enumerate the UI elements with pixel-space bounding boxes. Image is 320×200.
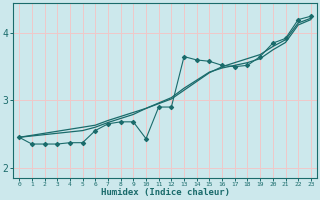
Point bbox=[283, 37, 288, 40]
Point bbox=[220, 64, 225, 67]
Point bbox=[296, 18, 301, 21]
Point bbox=[181, 55, 187, 58]
Point bbox=[42, 142, 47, 146]
Point bbox=[80, 141, 85, 144]
Point bbox=[17, 136, 22, 139]
Point bbox=[131, 120, 136, 123]
Point bbox=[67, 141, 72, 144]
Point bbox=[245, 64, 250, 67]
Point bbox=[93, 129, 98, 132]
Point bbox=[207, 60, 212, 63]
Point bbox=[143, 137, 148, 140]
Point bbox=[105, 122, 110, 125]
Point bbox=[29, 142, 35, 146]
Point bbox=[156, 105, 161, 109]
Point bbox=[270, 42, 276, 45]
Point bbox=[118, 120, 123, 123]
Point bbox=[258, 55, 263, 58]
Point bbox=[194, 58, 199, 62]
Point bbox=[232, 65, 237, 68]
Point bbox=[55, 142, 60, 146]
X-axis label: Humidex (Indice chaleur): Humidex (Indice chaleur) bbox=[100, 188, 229, 197]
Point bbox=[169, 105, 174, 109]
Point bbox=[308, 15, 314, 18]
